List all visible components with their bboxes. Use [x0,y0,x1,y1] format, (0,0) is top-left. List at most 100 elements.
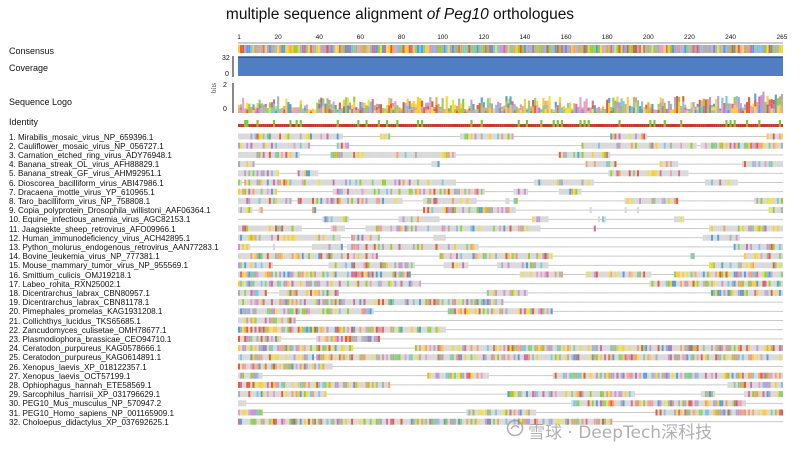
gap-segment [657,237,660,239]
gap-segment [550,136,553,137]
consensus-cell [447,45,450,53]
identity-cell [275,124,278,127]
residue-cell [678,142,681,149]
gap-segment [684,228,687,229]
gap-segment [484,237,487,239]
residue-cell [242,188,245,195]
logo-letter [676,96,679,113]
gap-segment [307,191,311,193]
gap-segment [780,191,784,193]
gap-segment [536,246,539,248]
residue-cell [460,188,463,195]
gap-segment [525,154,529,156]
residue-cell [558,179,561,186]
gap-segment [435,136,438,137]
residue-cell [375,179,378,186]
residue-cell [353,234,356,241]
residue-cell [466,197,469,204]
identity-cell [715,124,718,127]
residue-cell [260,142,263,149]
residue-cell [435,179,438,186]
gap-segment [373,172,376,174]
gap-segment [669,154,672,156]
consensus-cell [569,45,572,53]
identity-cell [750,124,753,127]
consensus-cell [778,45,781,53]
gap-segment [651,154,654,156]
residue-cell [270,253,274,260]
sequence-name: 21. Collichthys_lucidus_TKS65685.1 [9,316,141,326]
residue-cell [268,151,271,158]
gap-segment [587,191,590,193]
residue-cell [377,151,380,158]
identity-cell [244,120,247,127]
logo-letter [396,109,399,113]
gap-segment [519,163,522,165]
gap-segment [293,191,296,193]
gap-segment [641,209,644,211]
gap-segment [287,218,290,220]
gap-segment [560,255,563,257]
logo-letter [275,108,278,111]
gap-segment [478,237,481,239]
residue-cell [532,216,535,223]
logo-letter [622,106,625,113]
residue-cell [384,188,387,195]
gap-segment [626,154,629,156]
consensus-cell [361,45,364,53]
residue-cell [437,197,440,204]
gap-segment [620,154,623,156]
gap-segment [715,200,718,202]
residue-cell [715,179,718,186]
gap-segment [713,255,716,257]
gap-segment [517,136,520,137]
gap-segment [501,145,504,147]
gap-segment [433,172,436,174]
residue-cell [412,262,415,269]
residue-cell [513,262,516,269]
gap-segment [717,218,720,220]
residue-cell [595,151,598,158]
residue-cell [246,253,249,260]
residue-cell [612,170,615,177]
gap-segment [281,209,284,211]
logo-letter [351,108,354,113]
consensus-cell [649,45,652,53]
logo-letter [507,98,510,104]
residue-cell [437,234,440,241]
residue-cell [262,197,265,204]
gap-segment [521,163,524,165]
consensus-cell [768,45,771,53]
residue-cell [303,253,306,260]
gap-segment [661,255,664,257]
residue-cell [721,225,724,232]
gap-segment [527,209,531,211]
residue-cell [246,197,249,204]
gap-segment [760,154,763,156]
gap-segment [505,172,508,174]
residue-cell [406,179,409,186]
gap-segment [493,218,496,220]
gap-segment [634,246,638,248]
gap-segment [451,163,454,165]
residue-cell [464,225,467,232]
logo-letter [470,104,473,109]
residue-cell [291,142,294,149]
logo-letter [264,103,267,107]
gap-segment [608,246,611,248]
gap-segment [322,264,325,266]
residue-cell [554,179,557,186]
logo-letter [293,107,296,113]
residue-cell [425,188,428,195]
residue-cell [439,225,442,232]
gap-segment [599,218,603,220]
consensus-cell [501,45,504,53]
logo-letter [418,98,422,113]
identity-cell [636,124,640,127]
gap-segment [530,246,533,248]
gap-segment [299,218,302,220]
gap-segment [480,154,483,156]
residue-cell [252,225,255,232]
gap-segment [766,154,769,156]
gap-segment [778,154,781,156]
